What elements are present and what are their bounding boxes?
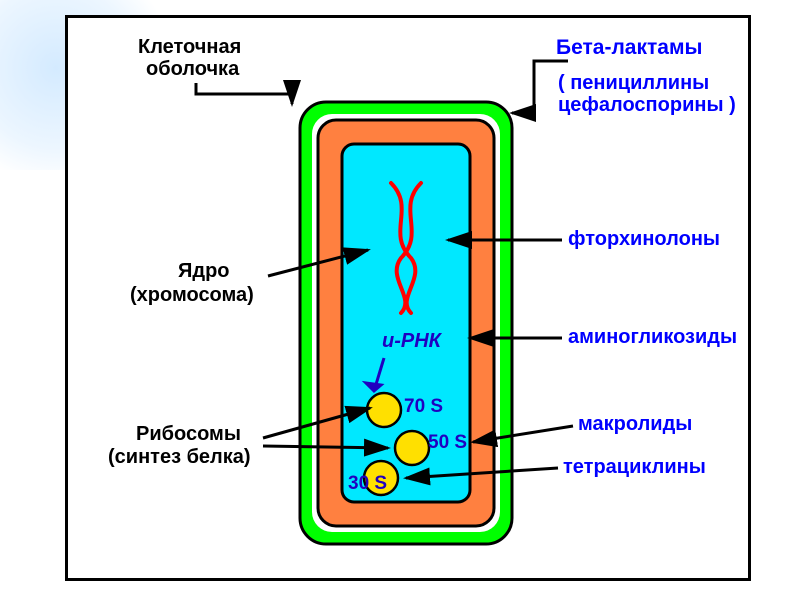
arrows-layer [68,18,748,578]
diagram-frame: и-РНК 70 S 50 S 30 S Клеточная оболочка … [65,15,751,581]
